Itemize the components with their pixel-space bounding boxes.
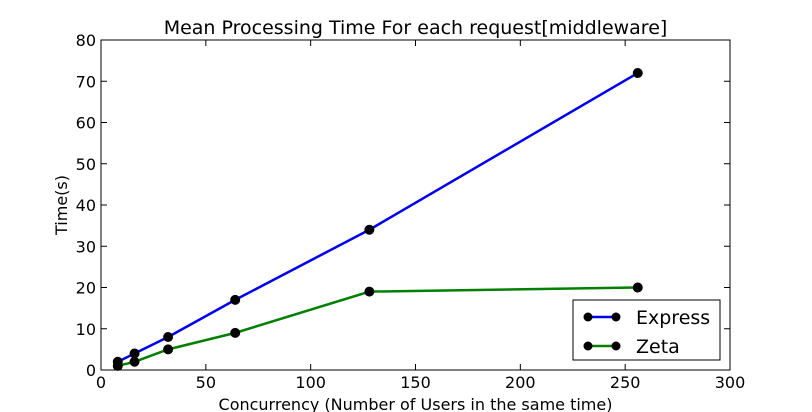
series-line-express xyxy=(117,71,639,363)
x-tick-label: 200 xyxy=(505,373,536,392)
data-point-express xyxy=(364,224,375,235)
chart-title: Mean Processing Time For each request[mi… xyxy=(164,17,668,39)
y-tick-label: 50 xyxy=(76,155,96,174)
data-point-zeta xyxy=(632,282,643,293)
data-point-express xyxy=(129,348,140,359)
x-tick-label: 0 xyxy=(96,373,106,392)
y-tick-label: 10 xyxy=(76,320,96,339)
data-point-zeta xyxy=(230,327,241,338)
x-tick-label: 100 xyxy=(295,373,326,392)
y-tick-label: 20 xyxy=(76,279,96,298)
legend-marker-express xyxy=(611,312,621,322)
y-tick-label: 60 xyxy=(76,114,96,133)
y-tick-label: 40 xyxy=(76,196,96,215)
legend-label-express: Express xyxy=(636,307,710,329)
series-line-zeta xyxy=(117,286,638,368)
data-point-express xyxy=(632,68,643,78)
data-point-express xyxy=(230,294,241,305)
x-tick-label: 150 xyxy=(400,373,431,392)
legend-box xyxy=(572,299,721,361)
y-axis-label: Time(s) xyxy=(52,175,71,236)
legend-marker-zeta xyxy=(611,341,621,351)
data-point-zeta xyxy=(364,286,375,297)
x-tick-label: 250 xyxy=(610,373,641,392)
data-point-zeta xyxy=(163,344,174,355)
legend-marker-express xyxy=(583,312,593,322)
data-point-zeta xyxy=(112,360,123,371)
y-tick-label: 80 xyxy=(76,31,96,50)
y-tick-label: 30 xyxy=(76,237,96,256)
x-tick-label: 300 xyxy=(715,373,746,392)
legend-label-zeta: Zeta xyxy=(636,336,680,358)
x-tick-label: 50 xyxy=(196,373,216,392)
y-tick-label: 0 xyxy=(86,361,96,380)
data-point-express xyxy=(163,332,174,342)
y-tick-label: 70 xyxy=(76,72,96,91)
data-point-zeta xyxy=(129,356,140,367)
x-axis-label: Concurrency (Number of Users in the same… xyxy=(219,395,613,412)
legend-marker-zeta xyxy=(583,341,593,351)
